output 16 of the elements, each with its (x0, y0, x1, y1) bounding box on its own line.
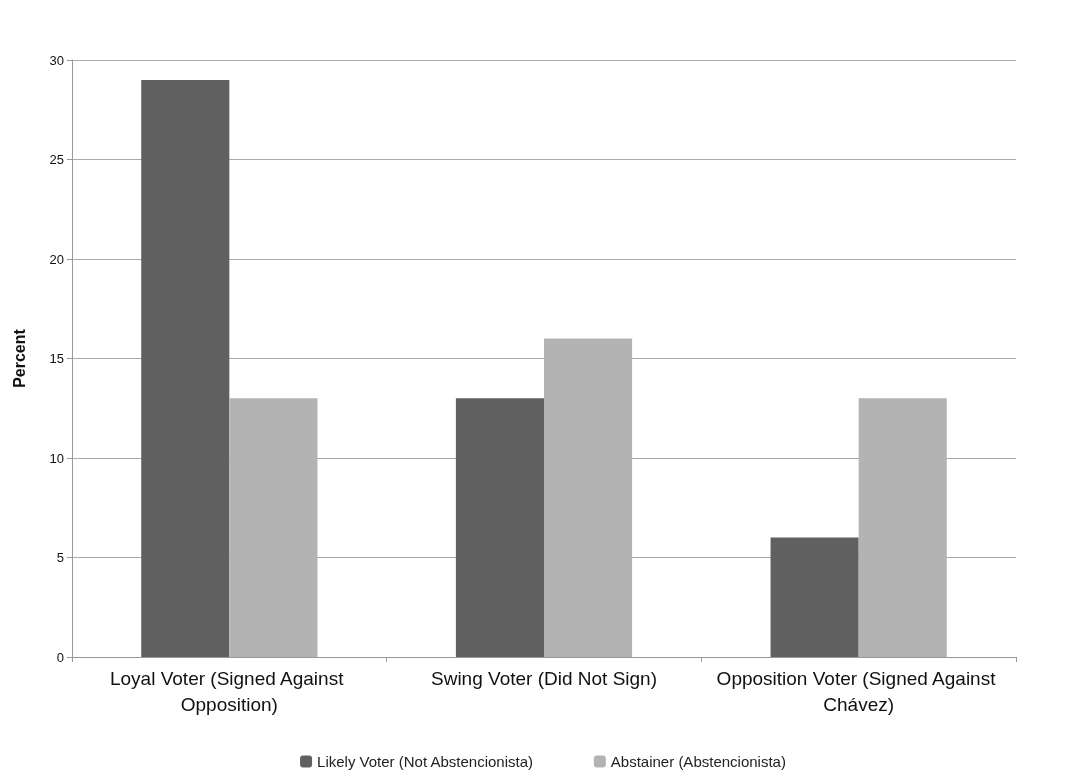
y-tick-label: 5 (56, 550, 64, 565)
x-tick-label: Loyal Voter (Signed Against Opposition) (109, 667, 349, 715)
bar (141, 79, 230, 657)
y-tick-label: 25 (49, 152, 64, 167)
legend-label: Abstainer (Abstencionista) (610, 753, 786, 770)
y-tick-label: 10 (49, 450, 64, 466)
y-tick-label: 0 (56, 649, 64, 665)
x-tick-label: Opposition Voter (Signed Against Chávez) (716, 667, 1001, 715)
y-tick-label: 15 (49, 351, 64, 366)
legend-label: Likely Voter (Not Abstencionista) (317, 753, 534, 770)
bar (455, 398, 544, 657)
y-tick-label: 20 (49, 251, 64, 267)
y-axis-title: Percent (10, 328, 28, 388)
bar (770, 537, 859, 657)
x-tick-label: Swing Voter (Did Not Sign) (431, 667, 657, 689)
y-tick-label: 30 (49, 52, 64, 68)
